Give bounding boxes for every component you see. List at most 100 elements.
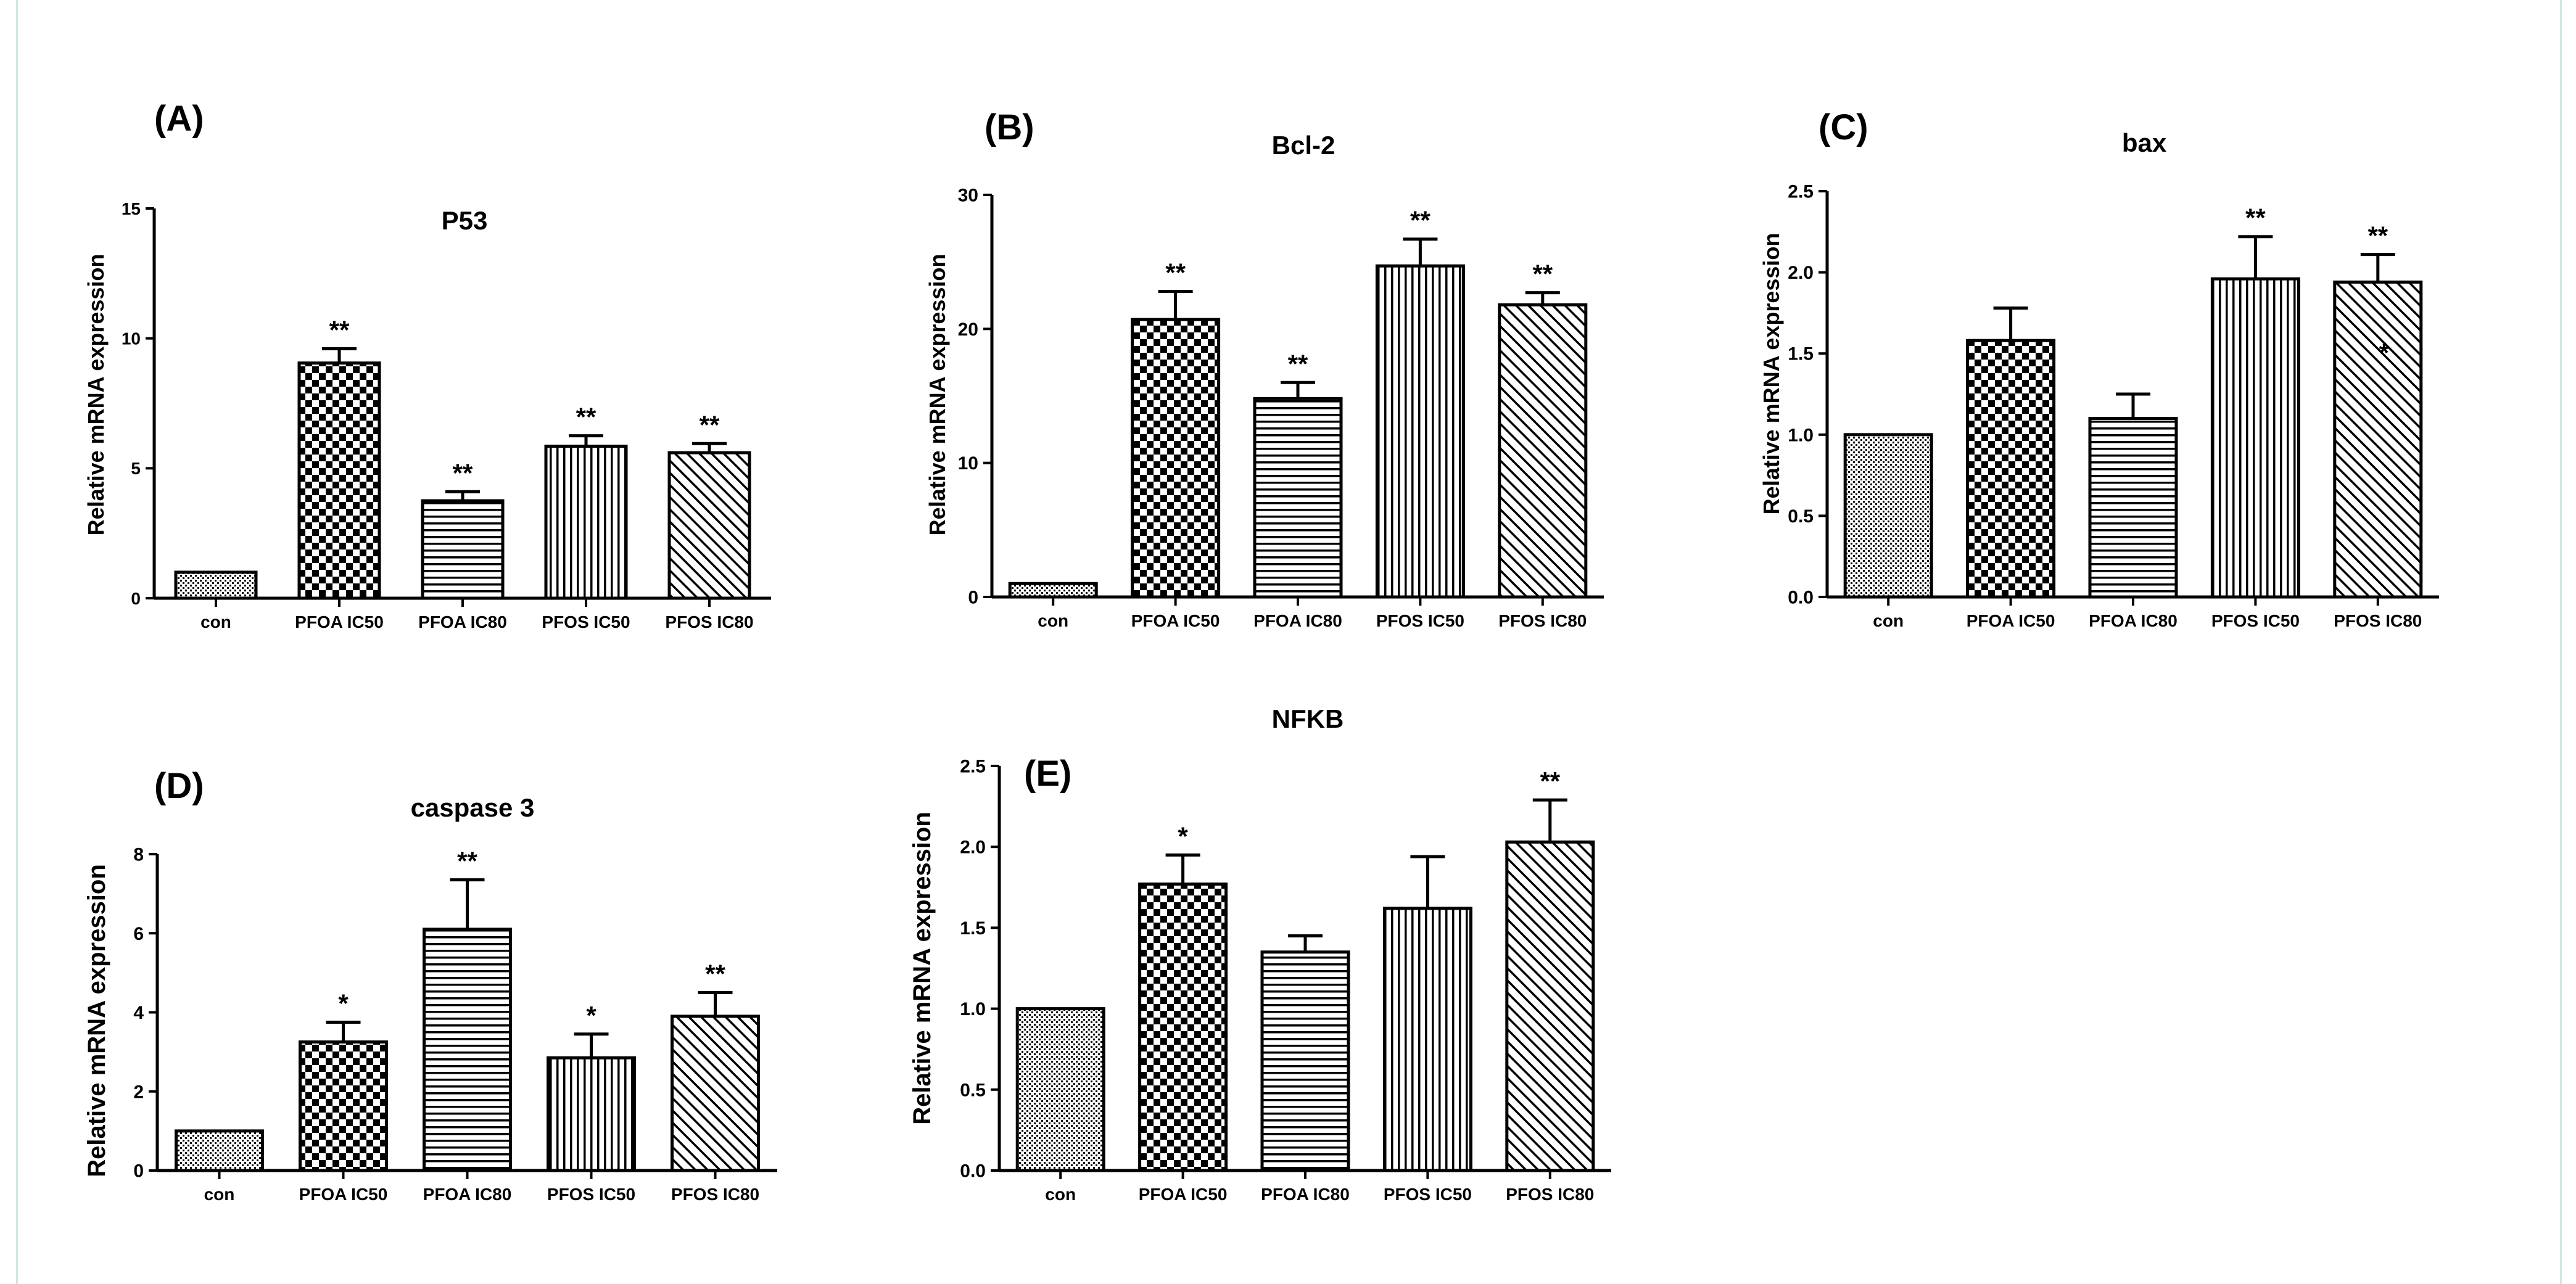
significance-label: ** [329,316,350,345]
y-tick-label: 30 [958,186,978,206]
panel-a-ylabel: Relative mRNA expression [83,254,109,536]
y-tick-label: 1.0 [960,999,986,1019]
category-label: PFOS IC50 [1376,611,1464,630]
y-tick-label: 0.0 [1788,588,1814,608]
bar-pfos-ic80 [1498,303,1588,599]
panel-c-title: bax [2122,128,2167,157]
category-label: con [204,1185,235,1204]
y-tick-label: 15 [122,199,141,218]
y-tick-label: 0.0 [960,1161,986,1182]
bar-pfoa-ic80 [421,499,505,600]
y-tick-label: 6 [133,924,144,944]
bar-pfoa-ic50 [1131,318,1221,599]
significance-label: * [2379,338,2390,367]
category-label: PFOA IC50 [295,612,384,632]
significance-label: ** [457,847,477,876]
category-label: PFOS IC80 [2334,611,2422,630]
panel-a-label: (A) [154,99,204,139]
panel-d: (D) caspase 3 Relative mRNA expression 0… [83,766,777,1204]
significance-label: ** [705,959,725,988]
category-label: con [1873,611,1904,630]
category-label: PFOA IC80 [2089,611,2178,630]
category-label: PFOS IC80 [671,1185,759,1204]
bar-pfoa-ic50 [1966,339,2056,599]
bar-con [174,570,258,600]
y-tick-label: 2.5 [1788,182,1814,202]
significance-label: ** [1165,258,1186,287]
bar-pfoa-ic50 [299,1040,388,1172]
y-tick-label: 2 [133,1082,144,1102]
significance-label: ** [1410,206,1430,235]
bar-con [1008,582,1098,599]
category-label: PFOS IC80 [665,612,753,632]
category-label: PFOA IC50 [1967,611,2055,630]
panel-d-plot: 0 2 4 6 8 con * PFOA IC50 ** PFOA IC80 * PFOS IC50 *… [133,845,777,1204]
bar-pfoa-ic80 [1260,950,1350,1172]
category-label: PFOA IC80 [418,612,507,632]
y-tick-label: 1.5 [960,918,986,939]
panel-c-ylabel: Relative mRNA expression [1759,233,1784,515]
category-label: PFOA IC80 [1253,611,1342,630]
significance-label: ** [2368,221,2388,250]
panel-a-title: P53 [442,206,488,235]
panel-c: (C) bax Relative mRNA expression 0.0 0.5 1… [1759,107,2439,630]
category-label: con [200,612,231,632]
category-label: PFOS IC50 [542,612,630,632]
y-tick-label: 2.0 [960,837,986,858]
category-label: con [1045,1185,1076,1204]
y-tick-label: 2.0 [1788,263,1814,283]
y-tick-label: 1.5 [1788,344,1814,364]
category-label: PFOS IC50 [2211,611,2300,630]
y-tick-label: 0.5 [1788,506,1814,527]
y-tick-label: 0 [968,588,978,608]
panel-e-ylabel: Relative mRNA expression [909,812,936,1125]
category-label: PFOA IC50 [299,1185,388,1204]
panel-a-plot: 0 5 10 15 con ** PFOA IC50 ** PFOA IC80 ** PFOS IC… [122,199,771,632]
bar-con [1843,433,1933,599]
y-tick-label: 0 [133,1161,144,1182]
significance-label: ** [1532,260,1553,289]
panel-e: (E) NFKB Relative mRNA expression 0.0 0.5… [909,704,1611,1204]
panel-e-plot: 0.0 0.5 1.0 1.5 2.0 2.5 con * PFOA IC50 PFOA IC80… [960,757,1611,1204]
significance-label: * [1178,821,1188,850]
significance-label: ** [700,410,720,439]
category-label: PFOA IC80 [1261,1185,1350,1204]
panel-b-label: (B) [985,107,1034,147]
panel-b-plot: 0 10 20 30 con ** PFOA IC50 ** PFOA IC80 ** PFOS I… [958,186,1604,630]
significance-label: * [338,989,349,1018]
category-label: PFOA IC50 [1139,1185,1228,1204]
y-tick-label: 10 [122,329,141,348]
category-label: con [1038,611,1068,630]
bar-pfos-ic50 [2210,277,2300,599]
panel-c-plot: 0.0 0.5 1.0 1.5 2.0 2.5 con PFOA IC50 PFOA IC80 *… [1788,182,2439,630]
category-label: PFOA IC50 [1131,611,1220,630]
significance-label: ** [1540,767,1560,796]
category-label: PFOA IC80 [423,1185,512,1204]
right-frame-line [2560,0,2562,1284]
y-tick-label: 4 [133,1003,144,1023]
category-label: PFOS IC80 [1506,1185,1594,1204]
bar-pfos-ic80 [1505,840,1595,1172]
bar-pfoa-ic50 [297,361,381,600]
significance-label: ** [576,403,597,432]
bar-con [175,1129,264,1172]
bar-pfos-ic80 [667,451,751,600]
significance-label: ** [2245,204,2266,233]
y-tick-label: 10 [958,453,978,474]
bar-pfoa-ic80 [423,928,512,1172]
bar-pfos-ic50 [544,445,628,600]
panel-d-title: caspase 3 [411,793,535,822]
panel-c-label: (C) [1818,107,1868,147]
bar-pfos-ic50 [1375,264,1465,599]
significance-label: ** [453,458,473,487]
left-frame-line [16,0,18,1284]
category-label: PFOS IC50 [1384,1185,1472,1204]
y-tick-label: 5 [131,459,141,478]
category-label: PFOS IC50 [547,1185,635,1204]
y-tick-label: 1.0 [1788,425,1814,445]
y-tick-label: 8 [133,845,144,865]
panel-e-label: (E) [1024,754,1071,794]
panel-b-ylabel: Relative mRNA expression [925,254,950,536]
y-tick-label: 2.5 [960,757,986,777]
